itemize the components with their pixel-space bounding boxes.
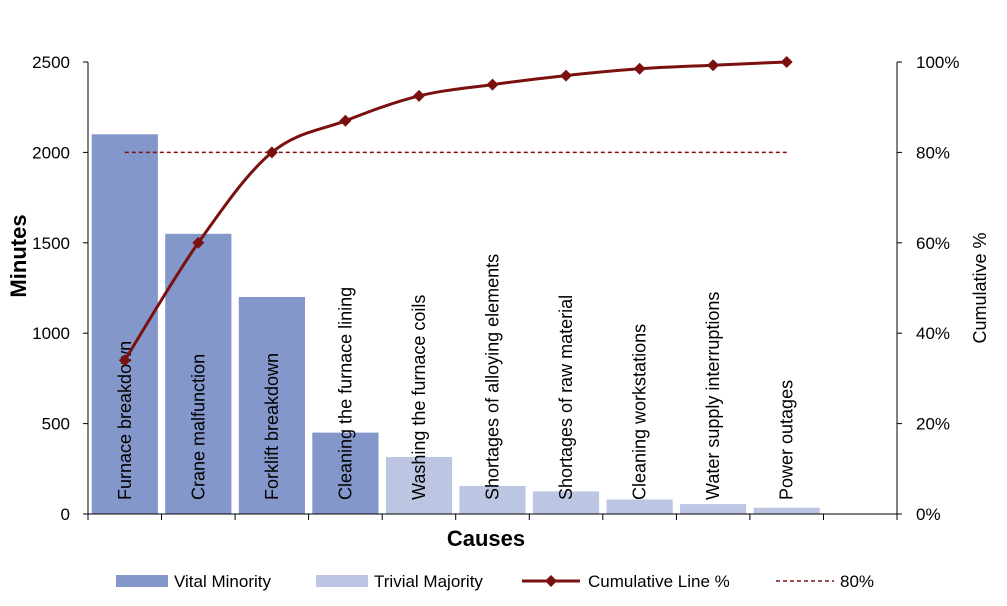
cumulative-point (633, 62, 646, 75)
y2-tick-label: 40% (916, 324, 950, 343)
bar-labels-layer: Furnace breakdown Crane malfunction Forkli… (115, 254, 797, 500)
cumulative-point (780, 56, 793, 68)
y-tick-label: 500 (42, 415, 70, 434)
y-axis-title: Minutes (6, 214, 31, 297)
category-label: Shortages of alloying elements (483, 254, 503, 500)
cumulative-point (192, 236, 205, 249)
y-tick-label: 1000 (32, 324, 70, 343)
y2-tick-label: 80% (916, 143, 950, 162)
bar (385, 457, 453, 514)
axis-ticks-layer: 0 500 1000 1500 2000 2500 0% 20% 40% 60% 80% 100% (32, 53, 959, 524)
cumulative-point (265, 146, 278, 159)
legend-swatch-trivial-majority (316, 575, 368, 587)
category-label: Water supply interruptions (703, 292, 723, 500)
category-label: Crane malfunction (188, 354, 208, 500)
category-label: Shortages of raw material (556, 295, 576, 500)
y2-tick-label: 20% (916, 415, 950, 434)
cumulative-point (413, 89, 425, 102)
y-tick-label: 2500 (32, 53, 70, 72)
bar (238, 297, 305, 514)
cumulative-line (123, 60, 787, 362)
cumulative-point (560, 69, 572, 82)
bar (753, 507, 820, 514)
cumulative-point (118, 354, 131, 367)
y2-tick-label: 60% (916, 234, 950, 253)
category-label: Forklift breakdown (262, 353, 282, 500)
bar (459, 486, 526, 514)
category-label: Cleaning the furnace lining (335, 287, 355, 500)
category-label: Furnace breakdown (115, 341, 135, 500)
bar (606, 499, 673, 514)
y2-tick-label: 100% (916, 53, 959, 72)
cumulative-point (707, 59, 720, 72)
y-tick-label: 2000 (32, 143, 70, 162)
cumulative-point (339, 114, 352, 127)
lines-layer (118, 56, 793, 367)
y2-axis-title: Cumulative % (970, 232, 990, 343)
y-tick-label: 0 (61, 505, 70, 524)
legend-label-80-line: 80% (840, 572, 874, 591)
y2-tick-label: 0% (916, 505, 941, 524)
y-tick-label: 1500 (32, 234, 70, 253)
category-label: Power outages (777, 380, 797, 500)
cumulative-point (486, 78, 499, 91)
category-label: Cleaning workstations (630, 324, 650, 500)
legend-label-trivial-majority: Trivial Majority (374, 572, 483, 591)
bar (165, 233, 232, 515)
bar (532, 491, 600, 514)
bars-layer (91, 134, 820, 515)
bar (312, 432, 379, 514)
legend-label-vital-minority: Vital Minority (174, 572, 271, 591)
legend-label-cumulative-line: Cumulative Line % (588, 572, 730, 591)
legend-swatch-vital-minority (116, 575, 168, 587)
legend: Vital Minority Trivial Majority Cumulati… (116, 572, 874, 591)
legend-marker-cumulative-line (545, 575, 557, 587)
bar (680, 504, 747, 514)
category-label: Washing the furnace coils (409, 295, 429, 500)
x-axis-title: Causes (447, 526, 525, 551)
